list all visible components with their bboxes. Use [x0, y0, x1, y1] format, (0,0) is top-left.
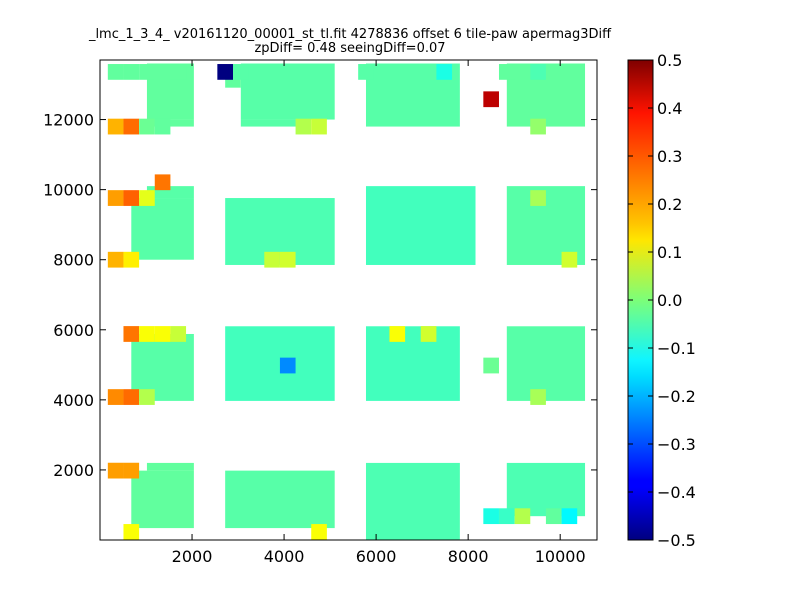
heatmap-cell: [107, 64, 124, 80]
y-tick-label: 12000: [43, 111, 94, 130]
heatmap-cell: [311, 118, 327, 135]
heatmap-cell: [107, 462, 124, 479]
x-tick-label: 4000: [264, 547, 305, 566]
heatmap-cell: [154, 118, 171, 135]
heatmap-cell: [139, 64, 155, 80]
heatmap-cell: [107, 389, 124, 405]
colorbar-tick-label: −0.1: [657, 339, 696, 358]
plot-background: [100, 60, 597, 540]
heatmap-cell: [217, 64, 233, 80]
heatmap-cell: [514, 508, 531, 525]
colorbar-tick-label: 0.4: [657, 99, 682, 118]
x-tick-label: 2000: [172, 547, 213, 566]
x-axis-ticks: 2000 4000 6000 8000 10000: [172, 60, 586, 566]
heatmap-cell: [154, 174, 171, 191]
heatmap-region: [240, 119, 304, 127]
heatmap-plot-area: 2000 4000 6000 8000 10000 2000 4000 6000 8000 10…: [43, 59, 598, 566]
colorbar-tick-label: −0.4: [657, 483, 696, 502]
y-tick-label: 6000: [53, 321, 94, 340]
heatmap-cell: [107, 251, 124, 268]
colorbar: 0.5 0.4 0.3 0.2 0.1 0.0 −0.1 −0.2 −0.3 −0.4 −0.5: [627, 51, 696, 550]
y-tick-label: 2000: [53, 461, 94, 480]
heatmap-cell: [420, 326, 437, 342]
plot-frame: [99, 59, 598, 541]
heatmap-cell: [232, 64, 249, 80]
heatmap-cell: [295, 118, 312, 135]
x-tick-label: 6000: [356, 547, 397, 566]
colorbar-tick-label: 0.5: [657, 51, 682, 70]
x-tick-label: 10000: [535, 547, 586, 566]
heatmap-cell: [530, 64, 546, 80]
heatmap-cell: [358, 64, 374, 80]
heatmap-cell: [530, 118, 546, 135]
heatmap-cell: [139, 190, 155, 206]
heatmap-cell: [107, 118, 124, 135]
heatmap-region: [506, 462, 586, 517]
heatmap-cell: [154, 326, 171, 342]
heatmap-cells: [107, 63, 586, 540]
heatmap-cell: [483, 508, 499, 525]
colorbar-tick-label: −0.2: [657, 387, 696, 406]
y-tick-label: 8000: [53, 251, 94, 270]
heatmap-cell: [170, 64, 187, 80]
colorbar-ticks: 0.5 0.4 0.3 0.2 0.1 0.0 −0.1 −0.2 −0.3 −0.4 −0.5: [628, 51, 696, 550]
heatmap-region: [365, 326, 460, 401]
heatmap-cell: [123, 389, 140, 405]
heatmap-cell: [483, 91, 499, 108]
y-tick-label: 10000: [43, 181, 94, 200]
heatmap-cell: [498, 64, 515, 80]
colorbar-tick-label: 0.3: [657, 147, 682, 166]
chart-title-line-2: zpDiff= 0.48 seeingDiff=0.07: [254, 41, 445, 56]
heatmap-cell: [498, 508, 515, 525]
heatmap-cell: [530, 389, 546, 405]
heatmap-cell: [483, 357, 499, 374]
colorbar-tick-label: −0.5: [657, 531, 696, 550]
colorbar-tick-label: −0.3: [657, 435, 696, 454]
heatmap-region: [131, 470, 194, 529]
heatmap-region: [365, 186, 476, 265]
heatmap-cell: [389, 326, 406, 342]
y-axis-ticks: 2000 4000 6000 8000 10000 12000: [43, 111, 597, 480]
heatmap-region: [240, 63, 335, 120]
heatmap-cell: [311, 524, 327, 540]
heatmap-cell: [279, 251, 296, 268]
heatmap-region: [365, 462, 460, 540]
heatmap-cell: [561, 251, 578, 268]
heatmap-cell: [123, 326, 140, 342]
colorbar-tick-label: 0.1: [657, 243, 682, 262]
heatmap-cell: [107, 190, 124, 206]
heatmap-cell: [139, 326, 155, 342]
heatmap-cell: [170, 326, 187, 342]
heatmap-cell: [139, 118, 155, 135]
x-tick-label: 8000: [448, 547, 489, 566]
heatmap-region: [146, 186, 194, 199]
heatmap-cell: [139, 389, 155, 405]
heatmap-cell: [123, 118, 140, 135]
heatmap-region: [506, 326, 586, 401]
heatmap-cell: [123, 524, 140, 540]
colorbar-tick-label: 0.0: [657, 291, 682, 310]
heatmap-region: [146, 462, 194, 471]
heatmap-cell: [123, 190, 140, 206]
heatmap-cell: [123, 64, 140, 80]
heatmap-cell: [279, 357, 296, 374]
y-tick-label: 4000: [53, 391, 94, 410]
heatmap-cell: [264, 251, 280, 268]
heatmap-cell: [123, 462, 140, 479]
chart-title-line-1: _lmc_1_3_4_ v20161120_00001_st_tl.fit 42…: [88, 27, 612, 42]
heatmap-cell: [545, 508, 562, 525]
colorbar-tick-label: 0.2: [657, 195, 682, 214]
heatmap-cell: [561, 508, 578, 525]
heatmap-cell: [436, 64, 453, 80]
heatmap-cell: [530, 190, 546, 206]
heatmap-region: [131, 198, 194, 260]
heatmap-region: [225, 470, 335, 529]
heatmap-cell: [123, 251, 140, 268]
